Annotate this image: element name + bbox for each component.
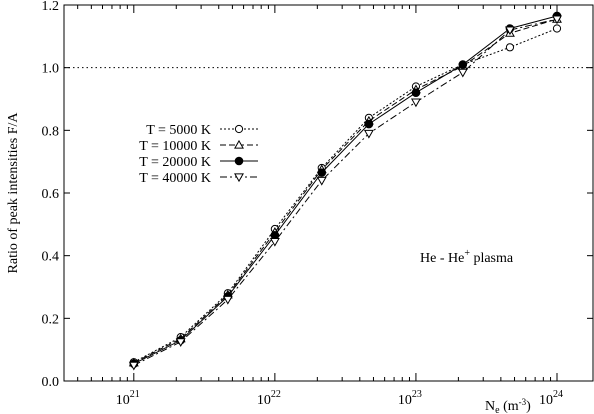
- legend-label: T = 40000 K: [139, 171, 211, 186]
- legend-marker: [234, 173, 244, 183]
- x-tick-label-exponent: 23: [412, 389, 422, 400]
- x-tick-label: 1023: [398, 389, 422, 408]
- x-axis-label-unit: (m: [500, 399, 519, 414]
- plasma-annotation: He - He+ plasma: [420, 248, 514, 266]
- data-point: [410, 98, 421, 108]
- data-point: [458, 60, 468, 69]
- x-axis-label: Ne (m-3): [485, 397, 531, 414]
- y-tick-label: 0.4: [42, 250, 60, 265]
- x-tick-label-base: 10: [257, 393, 271, 408]
- x-axis-label-main: N: [485, 399, 495, 414]
- series-line: [133, 28, 558, 363]
- data-point: [269, 237, 280, 247]
- x-tick-label: 1024: [539, 389, 563, 408]
- legend-marker: [234, 139, 244, 149]
- x-tick-label-base: 10: [398, 393, 412, 408]
- legend-entry-2: T = 10000 K: [139, 139, 258, 154]
- x-axis-label-subscript: e: [495, 405, 500, 414]
- x-tick-label-exponent: 21: [130, 389, 140, 400]
- annotation-text: He - He: [420, 251, 464, 266]
- annotation-superscript: +: [464, 248, 470, 259]
- data-point: [364, 119, 374, 129]
- x-axis-label-unit-close: ): [526, 399, 531, 414]
- y-tick-label: 1.2: [42, 0, 60, 14]
- series-1: [129, 24, 562, 367]
- y-tick-label: 0.0: [42, 375, 60, 390]
- legend: T = 5000 KT = 10000 KT = 20000 KT = 4000…: [139, 123, 258, 186]
- x-tick-label-exponent: 24: [553, 389, 563, 400]
- y-tick-label: 0.6: [42, 187, 60, 202]
- legend-label: T = 5000 K: [146, 123, 211, 138]
- y-tick-label: 1.0: [42, 62, 60, 77]
- x-tick-label: 1021: [116, 389, 140, 408]
- legend-entry-3: T = 20000 K: [139, 155, 258, 170]
- series-line: [133, 18, 558, 364]
- x-tick-label-base: 10: [539, 393, 553, 408]
- series-4: [128, 15, 562, 371]
- annotation-suffix: plasma: [470, 251, 514, 266]
- legend-entry-1: T = 5000 K: [146, 123, 258, 138]
- legend-label: T = 20000 K: [139, 155, 211, 170]
- data-point: [222, 295, 233, 305]
- y-axis-label: Ratio of peak intensities F/A: [6, 112, 21, 274]
- data-point: [175, 338, 186, 347]
- legend-entry-4: T = 40000 K: [139, 171, 258, 186]
- x-tick-label-base: 10: [116, 393, 130, 408]
- x-axis-label-unit-exponent: -3: [519, 397, 527, 407]
- data-point: [317, 168, 327, 177]
- plot-frame: [63, 4, 594, 382]
- x-tick-label-exponent: 22: [271, 389, 281, 400]
- data-point: [411, 88, 421, 98]
- series-line: [133, 15, 558, 365]
- data-point: [270, 231, 280, 240]
- legend-label: T = 10000 K: [139, 139, 211, 154]
- data-point: [316, 176, 327, 186]
- data-series: [128, 11, 562, 371]
- series-line: [133, 18, 558, 366]
- data-point: [457, 68, 468, 78]
- data-point: [552, 24, 562, 33]
- y-tick-label: 0.2: [42, 312, 60, 327]
- data-point: [552, 15, 562, 25]
- x-tick-label: 1022: [257, 389, 281, 408]
- legend-marker: [234, 156, 244, 166]
- data-point: [128, 361, 139, 371]
- data-point: [363, 129, 374, 139]
- data-point: [504, 26, 515, 36]
- y-tick-label: 0.8: [42, 124, 60, 139]
- data-point: [505, 43, 515, 52]
- series-3: [129, 11, 562, 369]
- legend-marker: [234, 124, 244, 134]
